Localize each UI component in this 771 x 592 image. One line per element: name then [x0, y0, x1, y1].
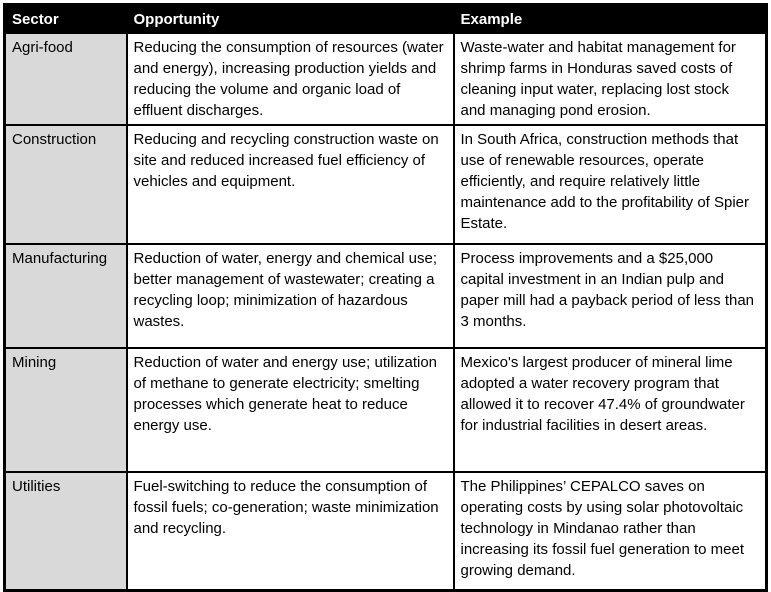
example-cell: Mexico's largest producer of mineral lim… — [452, 347, 768, 473]
sector-opportunity-table: Sector Opportunity Example Agri-food Red… — [3, 3, 768, 592]
example-cell: Waste-water and habitat management for s… — [452, 32, 768, 126]
table-row-utilities: Utilities Fuel-switching to reduce the c… — [3, 471, 768, 592]
sector-cell: Agri-food — [3, 32, 128, 126]
example-cell: Process improvements and a $25,000 capit… — [452, 243, 768, 349]
table-row-agri-food: Agri-food Reducing the consumption of re… — [3, 32, 768, 126]
sector-cell: Utilities — [3, 471, 128, 592]
column-header-example: Example — [452, 3, 768, 34]
header-row: Sector Opportunity Example — [3, 3, 768, 34]
sector-cell: Manufacturing — [3, 243, 128, 349]
opportunity-cell: Reducing and recycling construction wast… — [125, 124, 455, 245]
column-header-sector: Sector — [3, 3, 128, 34]
column-header-opportunity: Opportunity — [125, 3, 455, 34]
opportunity-cell: Reduction of water and energy use; utili… — [125, 347, 455, 473]
example-cell: In South Africa, construction methods th… — [452, 124, 768, 245]
table-row-mining: Mining Reduction of water and energy use… — [3, 347, 768, 473]
document-page: Sector Opportunity Example Agri-food Red… — [3, 3, 768, 592]
sector-cell: Mining — [3, 347, 128, 473]
table-row-construction: Construction Reducing and recycling cons… — [3, 124, 768, 245]
example-cell: The Philippines’ CEPALCO saves on operat… — [452, 471, 768, 592]
opportunity-cell: Reduction of water, energy and chemical … — [125, 243, 455, 349]
opportunity-cell: Fuel-switching to reduce the consumption… — [125, 471, 455, 592]
sector-cell: Construction — [3, 124, 128, 245]
opportunity-cell: Reducing the consumption of resources (w… — [125, 32, 455, 126]
table-row-manufacturing: Manufacturing Reduction of water, energy… — [3, 243, 768, 349]
